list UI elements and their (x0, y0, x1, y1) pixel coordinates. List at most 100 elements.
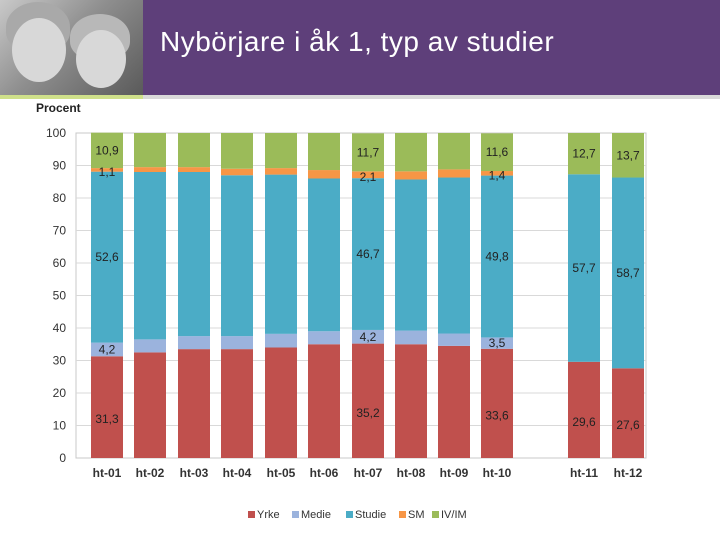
bar-segment-sm (221, 168, 253, 176)
bar-segment-studie (91, 171, 123, 343)
bar-segment-iv-im (568, 133, 600, 175)
data-label: 27,6 (616, 418, 640, 432)
data-label: 12,7 (572, 147, 596, 161)
bar-segment-sm (178, 167, 210, 172)
y-tick-label: 70 (53, 224, 67, 238)
bar-segment-medie (352, 329, 384, 344)
bar-segment-yrke (612, 368, 644, 458)
legend-label: Yrke (257, 509, 280, 521)
header-accent-line (0, 95, 143, 99)
bar-segment-iv-im (395, 133, 427, 172)
data-label: 57,7 (572, 261, 596, 275)
data-label: 58,7 (616, 266, 640, 280)
bar-segment-iv-im (438, 133, 470, 170)
y-tick-label: 30 (53, 354, 67, 368)
bar-segment-iv-im (134, 133, 166, 168)
stacked-bar-chart: 31,3 4,2 52,6 1,1 10,9 35,2 4,2 46,7 2,1 11,7 33,6… (36, 101, 647, 521)
bar-segment-yrke (395, 344, 427, 458)
bar-segment-medie (178, 336, 210, 350)
y-tick-label: 100 (46, 126, 66, 140)
bar-segment-medie (438, 333, 470, 346)
data-label: 52,6 (95, 250, 119, 264)
data-label: 33,6 (485, 408, 509, 422)
bar-segment-yrke (221, 349, 253, 458)
legend-swatch (346, 511, 353, 518)
bars (91, 132, 644, 458)
bar-segment-medie (91, 342, 123, 357)
data-label: 35,2 (356, 406, 380, 420)
header-divider-line (143, 95, 720, 99)
data-label: 4,2 (99, 342, 116, 356)
legend-swatch (432, 511, 439, 518)
bar-segment-sm (91, 168, 123, 172)
data-label: 11,7 (357, 145, 380, 159)
bar-segment-medie (395, 330, 427, 345)
y-tick-label: 10 (53, 419, 67, 433)
header-banner: Nybörjare i åk 1, typ av studier (0, 0, 720, 95)
x-tick-label: ht-05 (267, 466, 296, 480)
data-label: 49,8 (485, 250, 509, 264)
legend: Yrke Medie Studie SM IV/IM (248, 509, 467, 521)
legend-swatch (292, 511, 299, 518)
data-label: 2,1 (360, 170, 377, 184)
bar-segment-sm (438, 169, 470, 178)
data-label: 3,5 (489, 336, 506, 350)
x-tick-label: ht-03 (180, 466, 209, 480)
bar-segment-iv-im (178, 133, 210, 168)
legend-swatch (399, 511, 406, 518)
bar-segment-iv-im (352, 133, 384, 172)
y-tick-label: 0 (59, 451, 66, 465)
bar-segment-studie (265, 174, 297, 334)
children-photo (0, 0, 143, 95)
x-tick-label: ht-11 (570, 466, 598, 480)
data-label: 31,3 (95, 412, 119, 426)
data-label: 13,7 (616, 148, 640, 162)
data-label: 11,6 (486, 145, 509, 159)
legend-label: SM (408, 509, 425, 521)
bar-segment-yrke (91, 356, 123, 458)
bar-segment-medie (221, 336, 253, 350)
bar-segment-sm (134, 167, 166, 172)
bar-segment-medie (308, 331, 340, 345)
bar-segment-yrke (308, 344, 340, 458)
x-tick-label: ht-07 (354, 466, 383, 480)
bar-segment-medie (134, 339, 166, 353)
y-tick-label: 50 (53, 289, 67, 303)
bar-segment-yrke (352, 343, 384, 458)
bar-segment-studie (481, 175, 513, 338)
bar-segment-studie (612, 177, 644, 369)
bar-segment-studie (134, 172, 166, 340)
bar-segment-iv-im (612, 133, 644, 178)
x-tick-label: ht-01 (93, 466, 122, 480)
data-labels: 31,3 4,2 52,6 1,1 10,9 35,2 4,2 46,7 2,1 11,7 33,6… (95, 143, 640, 432)
y-axis-label: Procent (36, 101, 81, 115)
bar-segment-iv-im (481, 133, 513, 172)
data-label: 1,4 (489, 168, 506, 182)
bar-segment-sm (395, 171, 427, 180)
bar-segment-iv-im (308, 133, 340, 171)
bar-segment-iv-im (221, 133, 253, 169)
y-tick-label: 60 (53, 256, 67, 270)
bar-segment-yrke (568, 361, 600, 458)
legend-label: Medie (301, 509, 331, 521)
y-tick-label: 90 (53, 159, 67, 173)
data-label: 46,7 (356, 247, 380, 261)
bar-segment-studie (438, 177, 470, 334)
bar-segment-sm (352, 171, 384, 179)
bar-segment-studie (221, 175, 253, 337)
x-tick-label: ht-02 (136, 466, 165, 480)
bar-segment-sm (308, 170, 340, 179)
axes: 0 10 20 30 40 50 60 70 80 90 100 ht-01 ht-02 ht-03 ht-… (46, 126, 643, 480)
x-tick-label: ht-06 (310, 466, 339, 480)
bar-segment-yrke (265, 347, 297, 458)
bar-segment-sm (265, 168, 297, 175)
bar-segment-yrke (178, 349, 210, 458)
data-label: 29,6 (572, 415, 596, 429)
bar-segment-studie (178, 172, 210, 337)
bar-segment-iv-im (265, 133, 297, 169)
bar-segment-studie (568, 174, 600, 362)
bar-segment-sm (481, 171, 513, 176)
bar-segment-yrke (438, 345, 470, 458)
x-tick-label: ht-10 (483, 466, 512, 480)
bar-segment-medie (265, 333, 297, 348)
